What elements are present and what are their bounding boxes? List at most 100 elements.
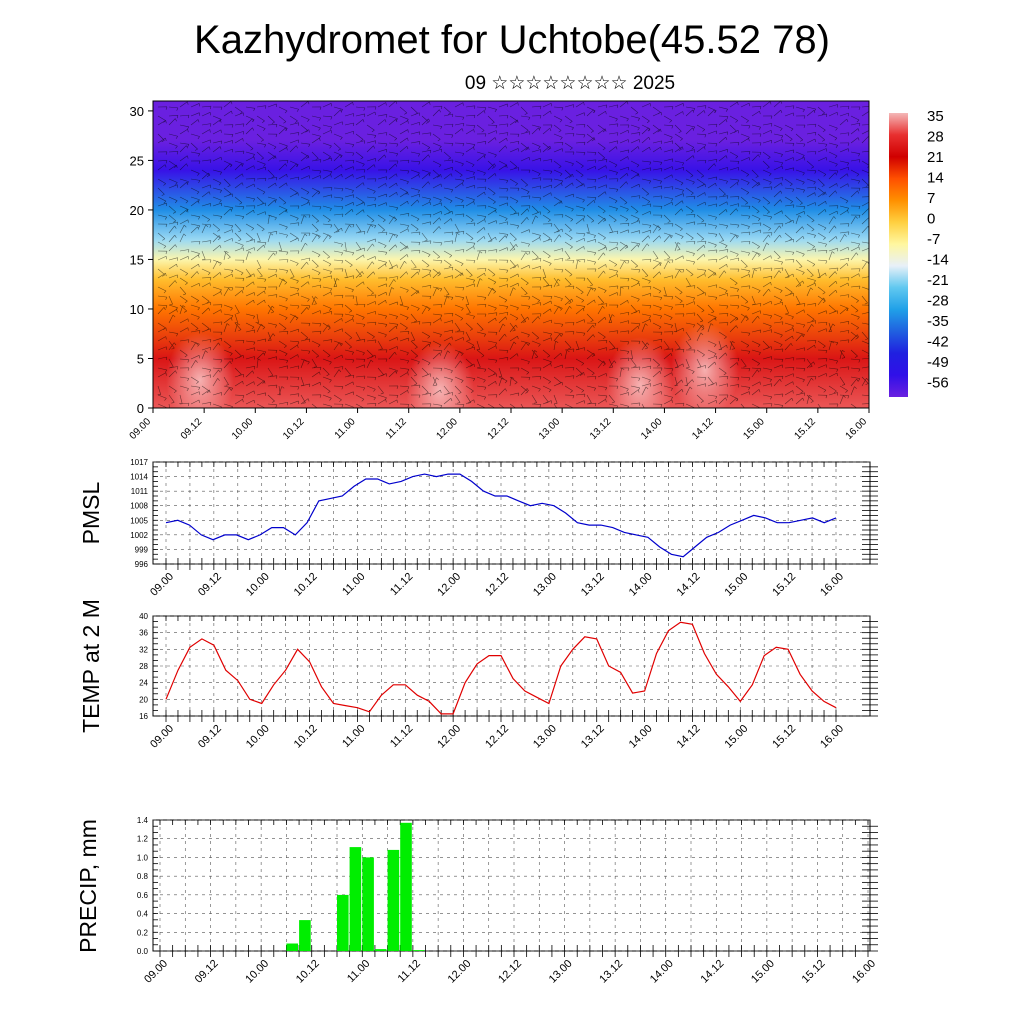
wind-barb-flag — [814, 124, 817, 128]
wind-barb — [498, 277, 508, 280]
wind-barb — [212, 115, 222, 120]
wind-barb-flag — [594, 179, 597, 183]
wind-barb — [443, 166, 453, 171]
wind-barb-flag — [725, 136, 728, 140]
wind-barb-flag — [218, 342, 221, 346]
wind-barb-flag — [660, 404, 663, 408]
wind-barb — [619, 392, 629, 396]
wind-barb-flag — [275, 182, 277, 187]
wind-barb-flag — [173, 220, 177, 223]
wind-barb — [190, 151, 200, 155]
wind-barb-flag — [748, 377, 751, 381]
wind-barb — [608, 340, 616, 348]
wind-barb — [784, 232, 793, 240]
wind-barb — [685, 250, 695, 254]
wind-barb-flag — [463, 213, 465, 217]
wind-barb — [399, 254, 408, 261]
wind-barb — [190, 340, 200, 345]
wind-barb — [674, 133, 683, 140]
wind-barb — [212, 232, 221, 239]
wind-barb-flag — [758, 154, 760, 158]
wind-barb — [652, 286, 662, 292]
wind-barb-flag — [426, 265, 430, 268]
wind-barb — [410, 141, 420, 144]
wind-barb — [641, 323, 646, 333]
wind-barb — [311, 175, 321, 180]
wind-barb — [487, 373, 497, 378]
wind-barb — [597, 303, 607, 306]
wind-barb-flag — [457, 402, 461, 404]
wind-barb-flag — [735, 156, 739, 159]
wind-barb — [245, 156, 255, 162]
wind-barb — [476, 376, 486, 381]
wind-barb-flag — [381, 229, 385, 232]
wind-barb — [333, 196, 343, 199]
wind-barb-flag — [572, 395, 575, 399]
wind-barb-flag — [406, 307, 409, 310]
wind-barb-flag — [528, 377, 531, 381]
wind-barb-flag — [635, 112, 639, 115]
wind-barb-flag — [483, 227, 486, 231]
wind-barb-flag — [407, 201, 409, 205]
wind-barb — [520, 313, 526, 322]
wind-barb-flag — [512, 329, 516, 332]
wind-barb-flag — [418, 269, 421, 273]
wind-barb-flag — [670, 317, 673, 320]
wind-barb — [234, 123, 244, 126]
wind-barb — [322, 174, 331, 180]
wind-barb — [421, 306, 427, 315]
wind-barb — [828, 169, 838, 172]
wind-barb-flag — [846, 162, 850, 166]
wind-barb — [696, 383, 706, 387]
wind-barb-flag — [572, 331, 575, 335]
wind-barb-flag — [572, 285, 575, 290]
wind-barb — [355, 182, 364, 189]
wind-barb-flag — [846, 173, 849, 177]
wind-barb-flag — [847, 223, 850, 227]
wind-barb-flag — [184, 355, 188, 358]
wind-barb — [388, 151, 398, 154]
wind-barb — [597, 175, 607, 180]
wind-barb-flag — [792, 381, 794, 385]
wind-barb-flag — [418, 174, 420, 178]
wind-barb — [784, 214, 792, 222]
wind-barb — [795, 205, 805, 207]
wind-barb — [245, 292, 255, 297]
wind-barb — [377, 114, 387, 117]
wind-barb-flag — [198, 254, 200, 258]
wind-barb — [267, 356, 277, 360]
wind-barb — [707, 176, 717, 180]
wind-barb-flag — [580, 165, 584, 169]
wind-barb-flag — [283, 328, 287, 331]
wind-barb — [454, 128, 463, 135]
wind-barb — [663, 201, 673, 207]
wind-barb-flag — [395, 118, 398, 122]
wind-barb — [234, 373, 244, 378]
wind-barb — [201, 129, 210, 135]
wind-barb — [443, 231, 453, 234]
wind-barb — [520, 217, 528, 225]
wind-barb-flag — [183, 293, 187, 296]
wind-barb-flag — [307, 299, 310, 302]
wind-barb — [553, 304, 563, 309]
wind-barb — [751, 286, 761, 291]
wind-barb — [311, 169, 321, 172]
wind-barb — [410, 174, 419, 180]
wind-barb — [751, 403, 761, 408]
wind-barb-flag — [568, 175, 572, 178]
wind-barb — [652, 160, 662, 163]
wind-barb — [168, 385, 177, 392]
wind-barb — [355, 151, 364, 158]
wind-barb-flag — [395, 101, 398, 104]
wind-barb-flag — [746, 120, 749, 123]
wind-barb-flag — [306, 192, 310, 195]
wind-barb-flag — [549, 146, 552, 150]
wind-barb-flag — [483, 110, 486, 114]
wind-barb — [652, 382, 662, 387]
wind-barb — [311, 159, 321, 162]
wind-barb — [608, 330, 618, 333]
wind-barb-flag — [259, 275, 263, 278]
wind-barb — [773, 225, 780, 234]
wind-barb — [795, 157, 805, 162]
wind-barb — [399, 178, 409, 182]
